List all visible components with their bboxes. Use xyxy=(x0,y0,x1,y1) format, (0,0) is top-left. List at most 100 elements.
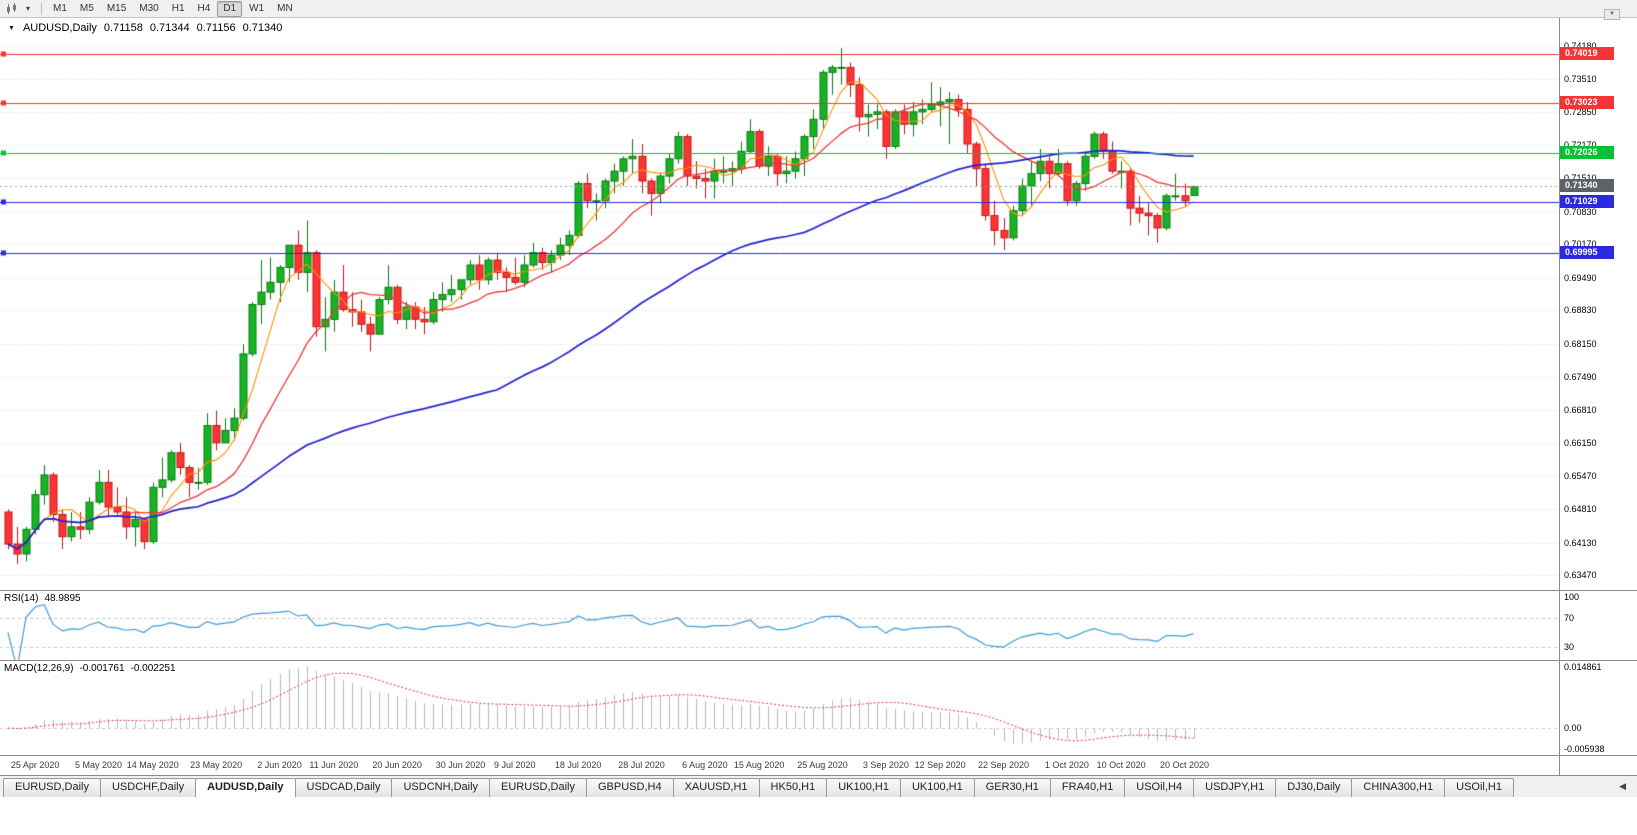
macd-axis-label: 0.00 xyxy=(1564,723,1582,734)
macd-axis-label: -0.005938 xyxy=(1564,744,1605,754)
price-axis-label: 0.68150 xyxy=(1564,339,1597,350)
chart-shift-marker[interactable]: ▼ xyxy=(1604,9,1620,20)
axis-corner xyxy=(1560,755,1637,775)
time-axis-label: 2 Jun 2020 xyxy=(257,760,302,770)
chart-tab[interactable]: HK50,H1 xyxy=(758,778,828,797)
chart-tab[interactable]: XAUUSD,H1 xyxy=(672,778,760,797)
price-axis-label: 0.67490 xyxy=(1564,371,1597,382)
time-axis-label: 22 Sep 2020 xyxy=(977,760,1030,770)
rsi-canvas[interactable] xyxy=(0,591,1559,660)
chart-tab[interactable]: USOil,H1 xyxy=(1444,778,1514,797)
one-click-trading-toggle[interactable]: ▼ xyxy=(8,24,15,32)
chart-tab[interactable]: GBPUSD,H4 xyxy=(586,778,674,797)
price-axis-label: 0.66150 xyxy=(1564,437,1597,448)
time-axis-label: 15 Aug 2020 xyxy=(733,760,785,770)
time-axis-label: 6 Aug 2020 xyxy=(682,760,728,770)
rsi-title: RSI(14) xyxy=(4,593,39,604)
price-axis[interactable]: 0.74180 0.73510 0.72850 0.72170 0.71510 0.708… xyxy=(1559,18,1637,775)
high-value: 0.71344 xyxy=(149,22,190,34)
price-axis-label: 0.70830 xyxy=(1564,206,1597,217)
time-axis-label: 20 Oct 2020 xyxy=(1159,760,1210,770)
chevron-down-icon[interactable]: ▾ xyxy=(25,4,30,13)
time-axis-label: 18 Jul 2020 xyxy=(554,760,602,770)
timeframe-button-h4[interactable]: H4 xyxy=(197,2,211,14)
rsi-axis-label: 100 xyxy=(1564,591,1580,602)
chart-tab[interactable]: USDJPY,H1 xyxy=(1193,778,1277,797)
chart-tab[interactable]: EURUSD,Daily xyxy=(489,778,587,797)
tab-scroll-left-button[interactable]: ◀ xyxy=(1619,781,1626,791)
rsi-axis[interactable]: 100 70 30 xyxy=(1560,590,1637,660)
chart-symbol-label: AUDUSD,Daily xyxy=(22,22,97,34)
chart-tab[interactable]: FRA40,H1 xyxy=(1049,778,1126,797)
time-axis-label: 20 Jun 2020 xyxy=(372,760,422,770)
price-axis-label: 0.64130 xyxy=(1564,537,1597,548)
chart-tab[interactable]: UK100,H1 xyxy=(826,778,901,797)
candlestick-chart-icon xyxy=(6,2,16,14)
time-axis-label: 1 Oct 2020 xyxy=(1044,760,1089,770)
timeframe-toolbar: ▾ M1 M5 M15 M30 H1 H4 D1 W1 MN xyxy=(0,0,1637,18)
chart-workspace: ▼ AUDUSD,Daily 0.71158 0.71344 0.71156 0… xyxy=(0,18,1637,775)
price-axis-label: 0.72850 xyxy=(1564,106,1597,117)
timeframe-button-d1[interactable]: D1 xyxy=(217,0,243,17)
timeframe-button-m30[interactable]: M30 xyxy=(139,2,159,14)
price-chart-canvas[interactable] xyxy=(0,18,1559,590)
chart-tab[interactable]: GER30,H1 xyxy=(973,778,1051,797)
price-level-tag[interactable]: 0.71029 xyxy=(1560,194,1614,208)
time-axis-label: 30 Jun 2020 xyxy=(435,760,486,770)
time-axis-label: 3 Sep 2020 xyxy=(862,760,909,770)
chart-area: ▼ AUDUSD,Daily 0.71158 0.71344 0.71156 0… xyxy=(0,18,1559,775)
chart-header: ▼ AUDUSD,Daily 0.71158 0.71344 0.71156 0… xyxy=(8,22,282,34)
macd-label: MACD(12,26,9) -0.001761 -0.002251 xyxy=(4,663,176,674)
time-axis-label: 9 Jul 2020 xyxy=(494,760,536,770)
timeframe-button-m15[interactable]: M15 xyxy=(106,2,127,14)
chart-tab[interactable]: USDCAD,Daily xyxy=(294,778,393,797)
price-level-tag[interactable]: 0.69995 xyxy=(1560,245,1614,259)
close-value: 0.71340 xyxy=(242,22,283,34)
time-axis-label: 11 Jun 2020 xyxy=(309,760,359,770)
rsi-axis-label: 70 xyxy=(1564,613,1575,624)
rsi-panel: RSI(14) 48.9895 xyxy=(0,590,1559,660)
chart-symbol-icon[interactable] xyxy=(4,2,20,16)
chart-tab[interactable]: DJ30,Daily xyxy=(1275,778,1353,797)
price-axis-label: 0.64810 xyxy=(1564,504,1597,515)
chart-tab[interactable]: UK100,H1 xyxy=(899,778,975,797)
chart-tab[interactable]: CHINA300,H1 xyxy=(1351,778,1446,797)
macd-canvas[interactable] xyxy=(0,661,1559,755)
chart-tab[interactable]: EURUSD,Daily xyxy=(3,778,101,797)
time-axis[interactable]: 25 Apr 2020 5 May 2020 14 May 2020 23 May 2… xyxy=(0,755,1559,775)
price-level-tag[interactable]: 0.74019 xyxy=(1560,47,1614,61)
price-chart-panel: ▼ AUDUSD,Daily 0.71158 0.71344 0.71156 0… xyxy=(0,18,1559,590)
price-axis-label: 0.68830 xyxy=(1564,305,1597,316)
chart-tab[interactable]: USDCNH,Daily xyxy=(391,778,491,797)
price-axis-main[interactable]: 0.74180 0.73510 0.72850 0.72170 0.71510 0.708… xyxy=(1560,18,1637,590)
timeframe-button-mn[interactable]: MN xyxy=(277,2,293,14)
macd-axis[interactable]: 0.014861 0.00 -0.005938 xyxy=(1560,660,1637,755)
price-axis-label: 0.73510 xyxy=(1564,74,1597,85)
chart-tab[interactable]: USDCHF,Daily xyxy=(99,778,197,797)
price-level-tag[interactable]: 0.72026 xyxy=(1560,145,1614,159)
chart-tab[interactable]: USOil,H4 xyxy=(1124,778,1195,797)
rsi-label: RSI(14) 48.9895 xyxy=(4,593,81,604)
price-level-tag[interactable]: 0.73023 xyxy=(1560,96,1614,110)
macd-title: MACD(12,26,9) xyxy=(4,663,74,674)
chart-tab[interactable]: AUDUSD,Daily xyxy=(195,778,296,797)
price-axis-label: 0.69490 xyxy=(1564,272,1597,283)
timeframe-buttons: M1 M5 M15 M30 H1 H4 D1 W1 MN xyxy=(47,0,299,17)
timeframe-button-m5[interactable]: M5 xyxy=(79,2,94,14)
macd-axis-label: 0.014861 xyxy=(1564,662,1602,672)
rsi-value: 48.9895 xyxy=(44,593,81,604)
macd-panel: MACD(12,26,9) -0.001761 -0.002251 xyxy=(0,660,1559,755)
status-area xyxy=(0,797,1637,835)
price-axis-label: 0.74180 xyxy=(1564,41,1597,51)
timeframe-button-h1[interactable]: H1 xyxy=(171,2,185,14)
time-axis-label: 23 May 2020 xyxy=(190,760,243,770)
price-axis-label: 0.71510 xyxy=(1564,173,1597,184)
timeframe-button-m1[interactable]: M1 xyxy=(53,2,67,14)
price-axis-label: 0.66810 xyxy=(1564,405,1597,416)
current-price-tag: 0.71340 xyxy=(1560,179,1614,193)
macd-main-value: -0.001761 xyxy=(79,663,125,674)
timeframe-button-w1[interactable]: W1 xyxy=(249,2,265,14)
toolbar-separator xyxy=(41,2,42,15)
chart-tab-bar: EURUSD,Daily USDCHF,Daily AUDUSD,Daily USDC… xyxy=(0,775,1637,797)
